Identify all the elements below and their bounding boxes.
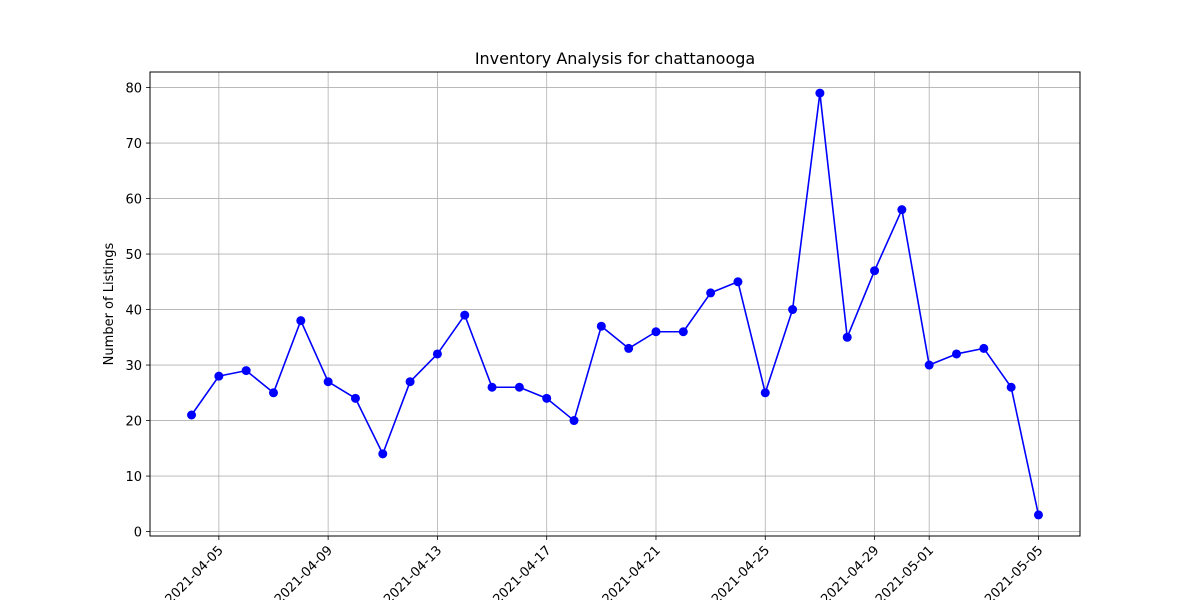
data-point [460,310,470,320]
data-point [514,382,524,392]
data-point [760,388,770,398]
y-tick-label: 60 [125,193,142,208]
data-point [378,449,388,459]
data-point [733,277,743,287]
data-point [214,371,224,381]
grid-layer [150,72,1080,536]
data-point [268,388,278,398]
data-point [924,360,934,370]
x-tick-label: 2021-04-25 [709,543,773,600]
data-point [569,416,579,426]
data-point [350,393,360,403]
x-tick-label: 2021-04-05 [163,543,227,600]
data-point [323,377,333,387]
x-tick-label: 2021-04-21 [600,543,664,600]
data-point [487,382,497,392]
y-tick-label: 80 [125,82,142,97]
x-tick-label: 2021-04-09 [272,543,336,600]
y-tick-label: 10 [125,470,142,485]
data-point [842,332,852,342]
x-tick-label: 2021-05-01 [873,543,937,600]
y-tick-label: 20 [125,415,142,430]
ticks-layer: 2021-04-05 2021-04-09 2021-04-13 2021-04-17… [125,82,1046,600]
y-tick-label: 40 [125,304,142,319]
data-point [624,343,634,353]
data-point [542,393,552,403]
plot-area-frame [149,71,1081,537]
data-point [596,321,606,331]
x-tick-label: 2021-04-17 [490,543,554,600]
y-axis-label: Number of Listings [102,242,117,365]
data-point [788,305,798,315]
series-layer [187,88,1043,520]
data-point [1006,382,1016,392]
data-point [241,366,251,376]
data-point [897,205,907,215]
data-point [815,88,825,98]
data-point [187,410,197,420]
data-point [296,316,306,326]
data-point [979,343,989,353]
data-point [405,377,415,387]
data-point [651,327,661,337]
data-point [1033,510,1043,520]
x-tick-label: 2021-05-05 [982,543,1046,600]
data-point [678,327,688,337]
x-tick-label: 2021-04-13 [381,543,445,600]
series-line [190,92,1040,516]
data-point [706,288,716,298]
chart-title: Inventory Analysis for chattanooga [475,49,755,68]
y-tick-label: 30 [125,359,142,374]
x-tick-label: 2021-04-29 [818,543,882,600]
y-tick-label: 50 [125,248,142,263]
y-tick-label: 70 [125,137,142,152]
y-tick-label: 0 [134,526,142,541]
data-point [870,266,880,276]
data-point [432,349,442,359]
data-point [952,349,962,359]
